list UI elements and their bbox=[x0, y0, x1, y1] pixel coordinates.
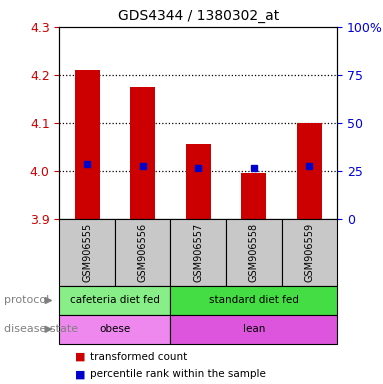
Bar bbox=[170, 286, 337, 315]
Bar bbox=[59, 315, 170, 344]
Bar bbox=[226, 219, 282, 286]
Bar bbox=[170, 219, 226, 286]
Bar bbox=[186, 144, 211, 219]
Bar bbox=[241, 173, 266, 219]
Bar bbox=[297, 123, 322, 219]
Text: ■: ■ bbox=[75, 369, 86, 379]
Text: percentile rank within the sample: percentile rank within the sample bbox=[90, 369, 266, 379]
Text: obese: obese bbox=[99, 324, 131, 334]
Text: GSM906555: GSM906555 bbox=[82, 223, 92, 282]
Text: GSM906557: GSM906557 bbox=[193, 223, 203, 282]
Bar bbox=[75, 70, 100, 219]
Bar bbox=[170, 315, 337, 344]
Text: GSM906559: GSM906559 bbox=[304, 223, 314, 282]
Bar bbox=[130, 87, 155, 219]
Bar bbox=[59, 219, 115, 286]
Text: ■: ■ bbox=[75, 352, 86, 362]
Text: disease state: disease state bbox=[4, 324, 78, 334]
Text: lean: lean bbox=[242, 324, 265, 334]
Bar bbox=[115, 219, 170, 286]
Text: GSM906558: GSM906558 bbox=[249, 223, 259, 282]
Title: GDS4344 / 1380302_at: GDS4344 / 1380302_at bbox=[118, 9, 279, 23]
Text: protocol: protocol bbox=[4, 295, 49, 306]
Bar bbox=[59, 286, 170, 315]
Text: GSM906556: GSM906556 bbox=[137, 223, 148, 282]
Text: standard diet fed: standard diet fed bbox=[209, 295, 299, 306]
Text: transformed count: transformed count bbox=[90, 352, 187, 362]
Text: cafeteria diet fed: cafeteria diet fed bbox=[70, 295, 160, 306]
Bar bbox=[282, 219, 337, 286]
